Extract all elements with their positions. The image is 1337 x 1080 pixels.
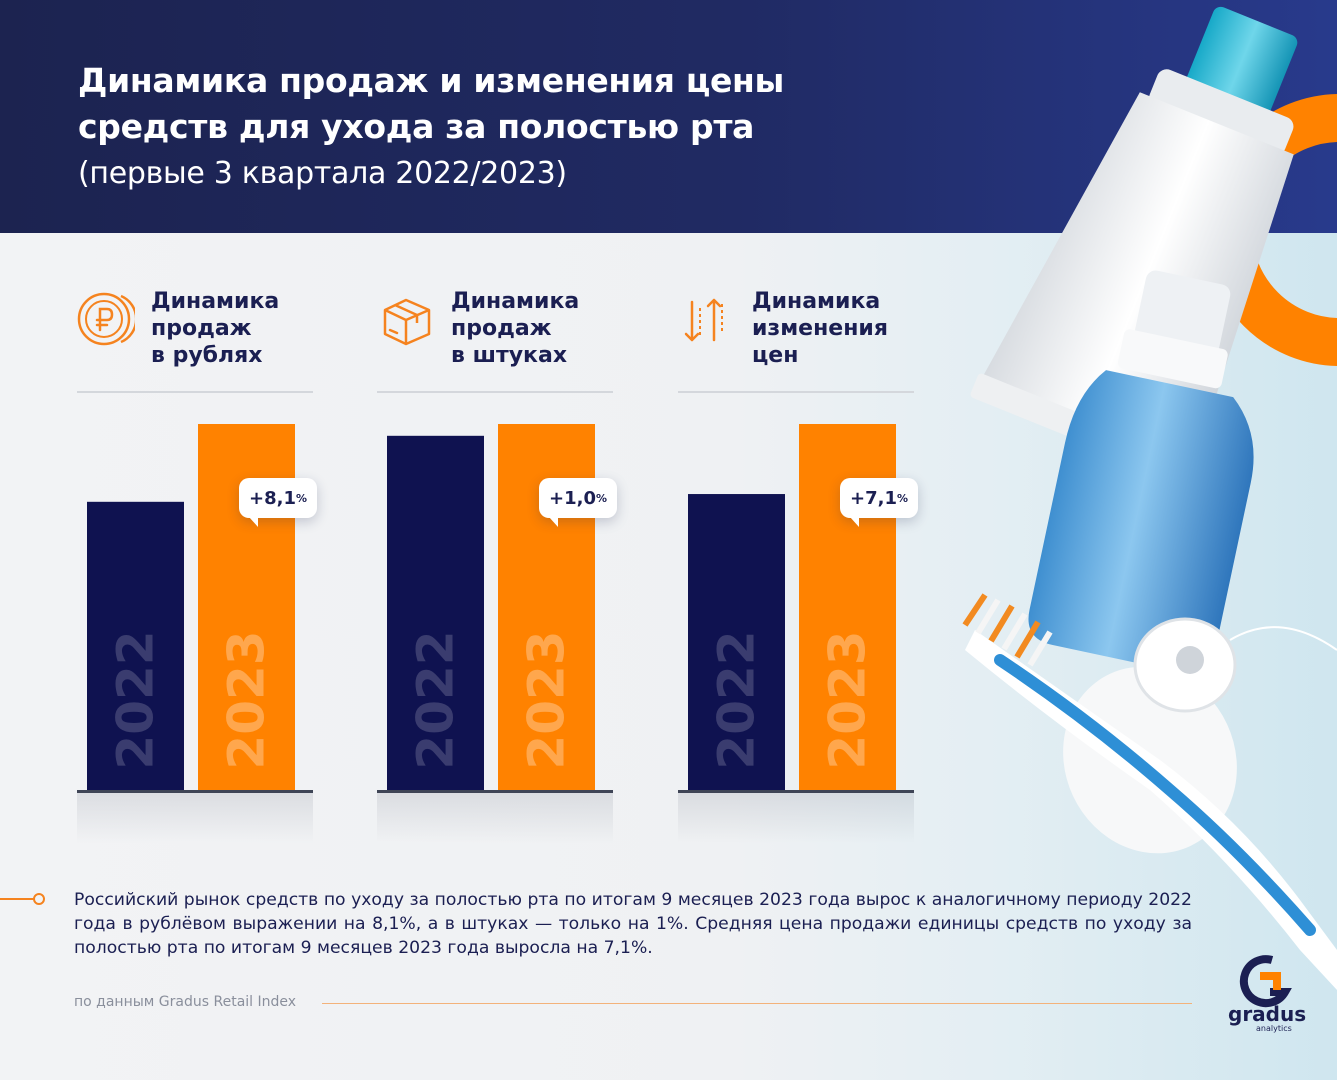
title-divider [678,391,914,393]
bar-2022 [387,435,484,790]
change-unit: % [595,491,607,505]
bar-2022 [688,494,785,790]
chart-title: Динамика изменения цен [752,288,888,369]
bar-chart: 2022 2023 [688,424,896,790]
chart-panel-unit-sales: Динамика продаж в штуках 2022 2023 +1,0% [377,270,617,843]
mouthwash-bottle [1028,270,1254,674]
bar-reflection [77,793,313,843]
bar-year-label: 2023 [518,630,576,769]
chart-title: Динамика продаж в рублях [151,288,279,369]
change-unit: % [295,491,307,505]
chart-title-line: в рублях [151,343,263,368]
toothbrush-bristles [962,593,1053,667]
change-value: +7,1 [850,487,897,509]
page-title: Динамика продаж и изменения цены средств… [78,58,978,150]
chart-panel-rub-sales: Динамика продаж в рублях 2022 2023 +8,1% [77,270,317,843]
change-badge: +1,0% [539,478,617,527]
bar-year-label: 2023 [218,630,276,769]
up-down-arrows-icon [684,298,723,342]
change-unit: % [896,491,908,505]
chart-baseline [678,790,914,793]
chart-title-line: в штуках [451,343,568,368]
bar-chart: 2022 2023 [387,424,595,790]
chart-title: Динамика продаж в штуках [451,288,579,369]
title-divider [77,391,313,393]
logo-wordmark: gradus [1228,1002,1307,1026]
chart-title-line: Динамика [151,289,280,314]
source-note: по данным Gradus Retail Index [74,994,297,1010]
bar-year-label: 2022 [708,630,766,769]
bar-reflection [678,793,914,843]
page-title-line-2: средств для ухода за полостью рта [78,107,755,146]
chart-title-line: изменения [752,316,888,341]
bar-year-label: 2022 [107,630,165,769]
description-text: Российский рынок средств по уходу за пол… [74,890,1192,958]
badge-tail [549,517,558,527]
chart-title-line: продаж [451,316,552,341]
change-badge: +8,1% [239,478,317,527]
chart-title-line: Динамика [451,289,580,314]
chart-baseline [377,790,613,793]
gradus-logo-icon [1239,955,1292,1008]
chart-title-line: продаж [151,316,252,341]
box-icon [383,298,431,346]
badge-tail [249,517,258,527]
bar-2022 [87,501,184,790]
change-value: +1,0 [549,487,596,509]
bar-chart: 2022 2023 [87,424,295,790]
logo-subtitle: analytics [1256,1024,1292,1033]
bar-reflection [377,793,613,843]
change-value: +8,1 [249,487,296,509]
source-divider [322,1003,1192,1004]
bar-year-label: 2023 [819,630,877,769]
page-title-line-1: Динамика продаж и изменения цены [78,61,785,100]
description-marker-dot [33,893,45,905]
chart-title-line: цен [752,343,799,368]
dental-floss-container [1063,617,1337,854]
description-marker-line [0,898,34,900]
header-banner: Динамика продаж и изменения цены средств… [0,0,1337,233]
badge-tail [850,517,859,527]
title-divider [377,391,613,393]
change-badge: +7,1% [840,478,918,527]
bar-year-label: 2022 [407,630,465,769]
ruble-coin-icon [77,292,135,346]
chart-title-line: Динамика [752,289,881,314]
page-subtitle: (первые 3 квартала 2022/2023) [78,156,567,191]
chart-panel-price-change: Динамика изменения цен 2022 2023 +7,1% [678,270,918,843]
chart-baseline [77,790,313,793]
